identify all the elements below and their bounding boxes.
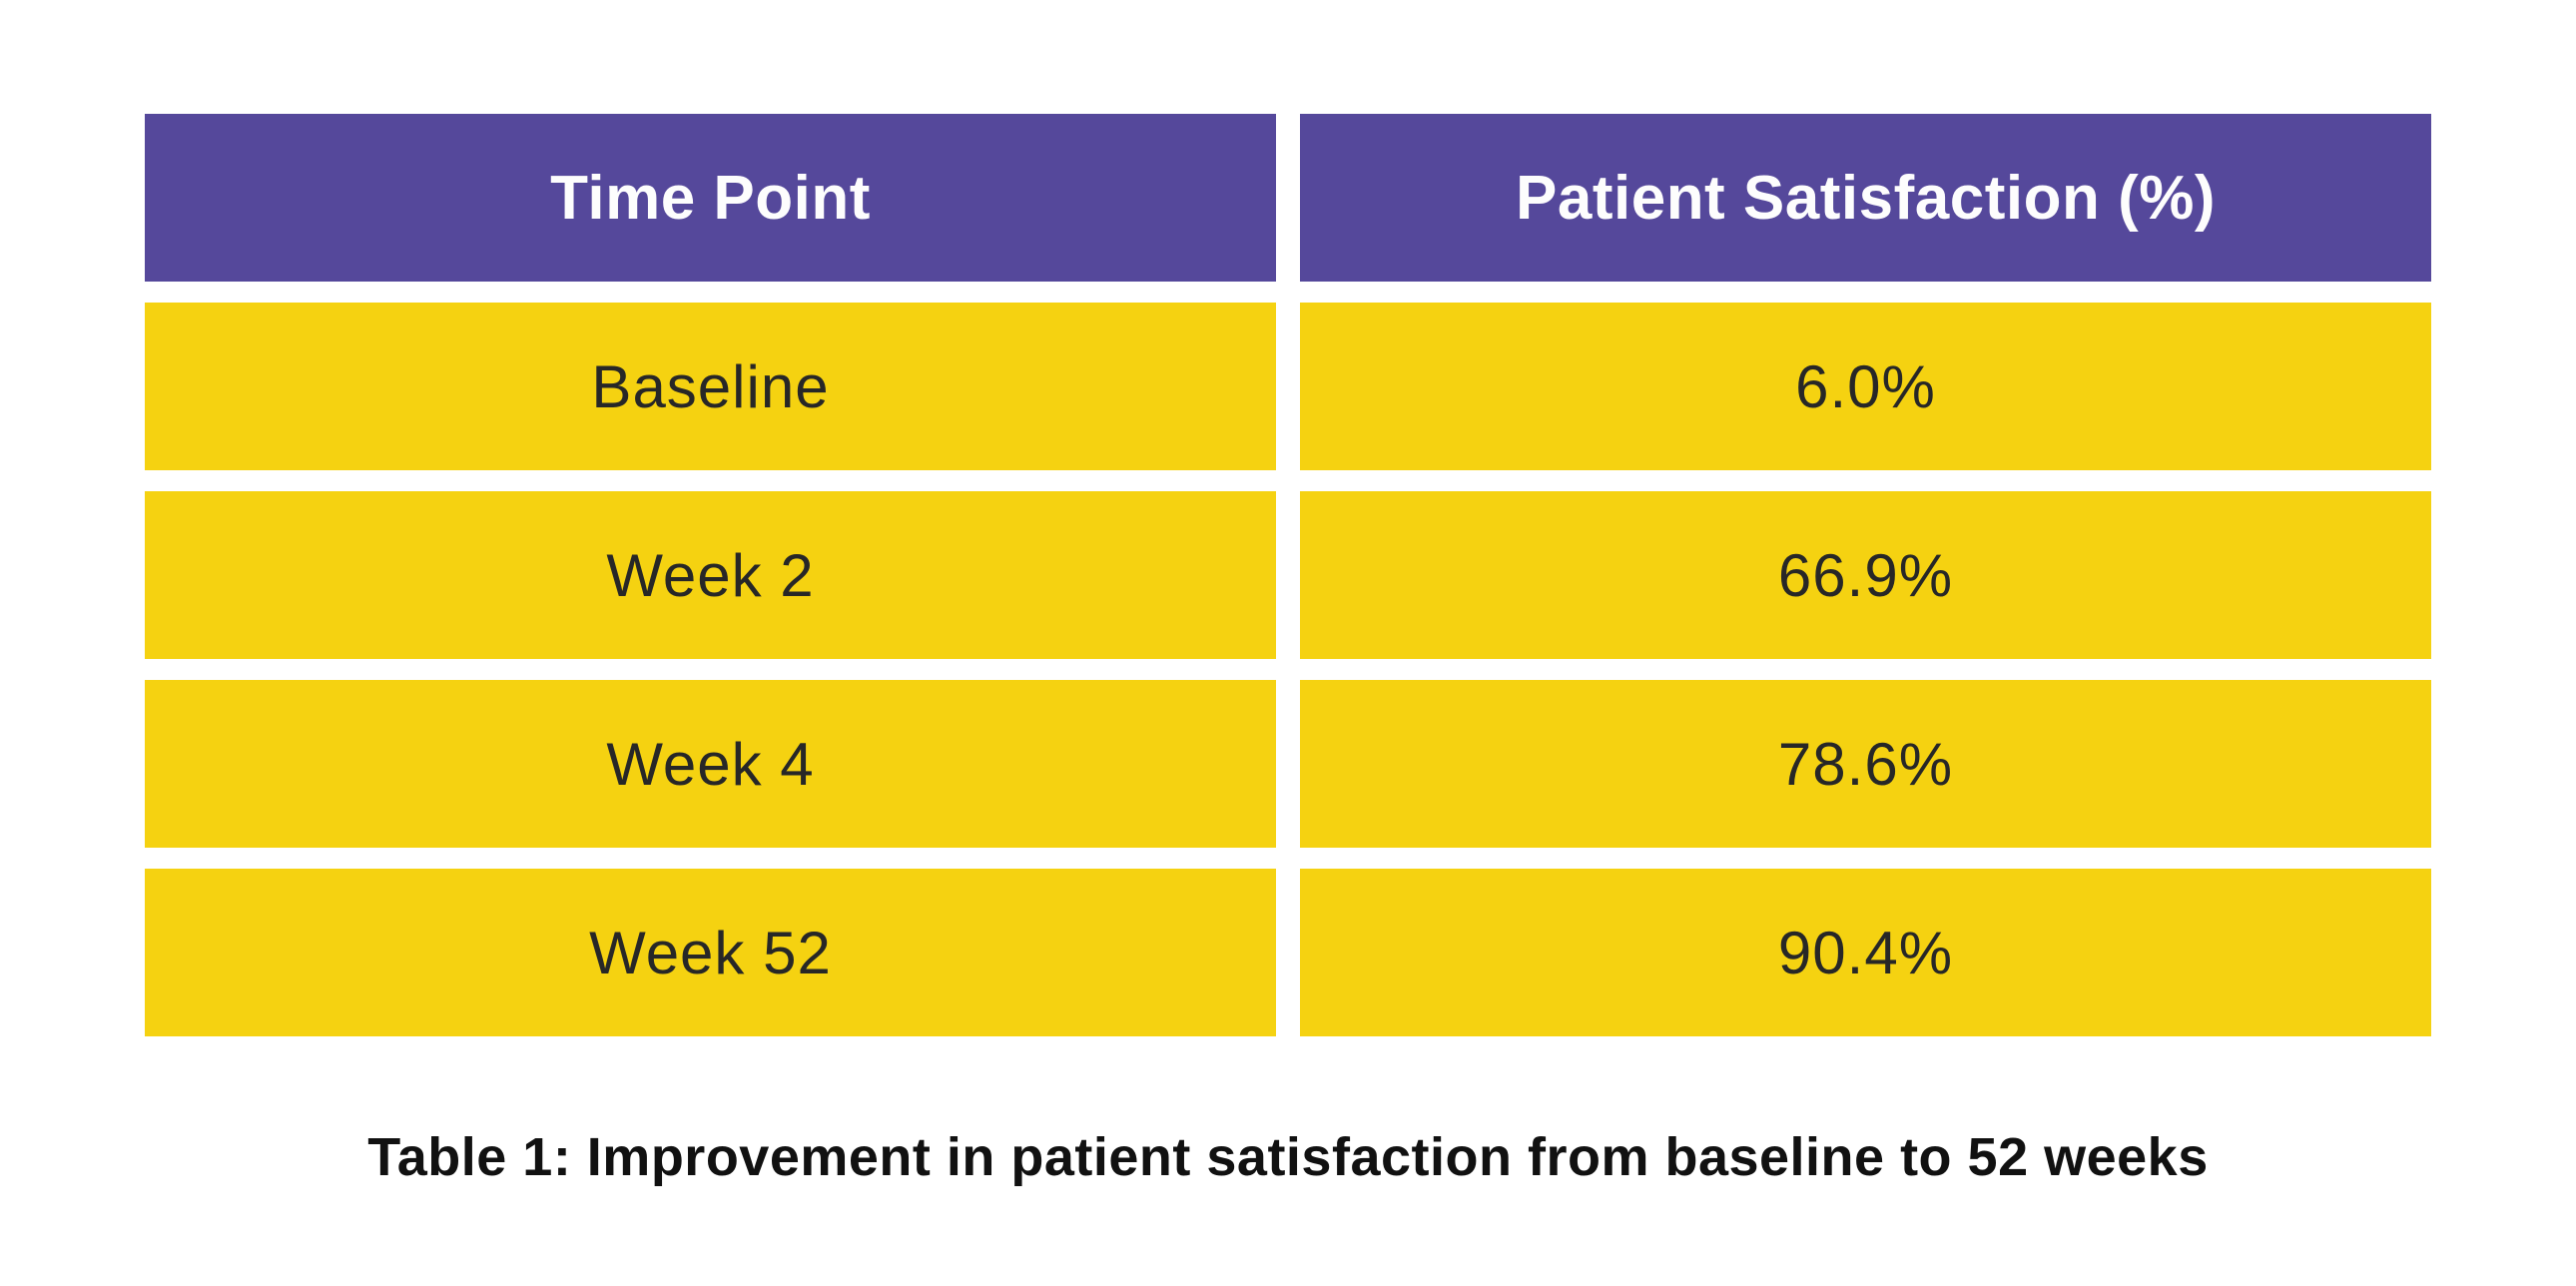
table-row: Week 4 78.6%	[145, 680, 2431, 848]
cell-time-point: Week 52	[145, 869, 1276, 1036]
header-cell-time-point: Time Point	[145, 114, 1276, 282]
table-header-row: Time Point Patient Satisfaction (%)	[145, 114, 2431, 282]
patient-satisfaction-table: Time Point Patient Satisfaction (%) Base…	[145, 114, 2431, 1036]
cell-time-point: Week 2	[145, 491, 1276, 659]
table-row: Baseline 6.0%	[145, 303, 2431, 470]
table-row: Week 52 90.4%	[145, 869, 2431, 1036]
table-row: Week 2 66.9%	[145, 491, 2431, 659]
header-cell-patient-satisfaction: Patient Satisfaction (%)	[1300, 114, 2431, 282]
cell-time-point: Week 4	[145, 680, 1276, 848]
cell-satisfaction-value: 78.6%	[1300, 680, 2431, 848]
cell-satisfaction-value: 90.4%	[1300, 869, 2431, 1036]
cell-satisfaction-value: 66.9%	[1300, 491, 2431, 659]
table-caption: Table 1: Improvement in patient satisfac…	[367, 1127, 2209, 1187]
cell-time-point: Baseline	[145, 303, 1276, 470]
cell-satisfaction-value: 6.0%	[1300, 303, 2431, 470]
